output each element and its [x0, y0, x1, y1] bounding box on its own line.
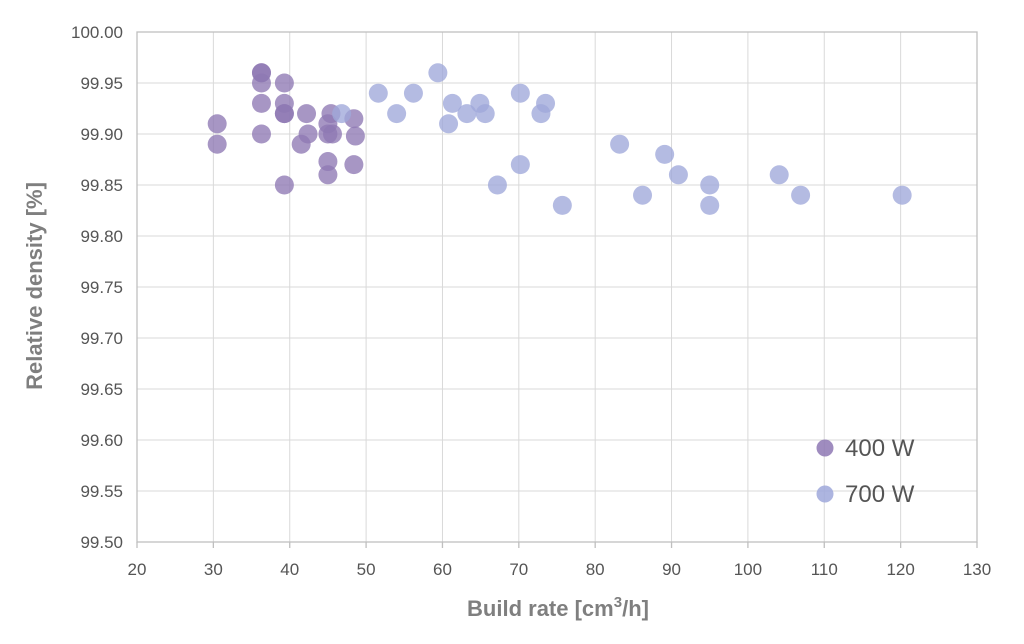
- legend-marker: [816, 485, 834, 503]
- data-point: [428, 63, 448, 83]
- data-point: [403, 83, 423, 103]
- y-tick-label: 99.80: [80, 227, 123, 246]
- x-tick-label: 90: [662, 560, 681, 579]
- data-point: [769, 165, 789, 185]
- x-tick-label: 60: [433, 560, 452, 579]
- y-tick-label: 99.50: [80, 533, 123, 552]
- y-axis-title: Relative density [%]: [22, 182, 47, 390]
- y-tick-label: 100.00: [71, 23, 123, 42]
- data-point: [274, 175, 294, 195]
- data-point: [442, 93, 462, 113]
- plot-area: [136, 31, 978, 543]
- y-tick-label: 99.75: [80, 278, 123, 297]
- data-point: [439, 114, 459, 134]
- y-tick-label: 99.55: [80, 482, 123, 501]
- data-point: [633, 185, 653, 205]
- data-point: [510, 83, 530, 103]
- data-point: [475, 104, 495, 124]
- data-point: [318, 165, 338, 185]
- y-tick-label: 99.95: [80, 74, 123, 93]
- data-point: [368, 83, 388, 103]
- x-axis-ticks: 20 30 40 50 60 70 80 90 100 110 120 130: [128, 542, 991, 579]
- data-point: [791, 185, 811, 205]
- legend-marker: [816, 439, 834, 457]
- data-point: [487, 175, 507, 195]
- y-tick-label: 99.65: [80, 380, 123, 399]
- series-1: [332, 63, 912, 215]
- data-point: [700, 195, 720, 215]
- data-point: [322, 124, 342, 144]
- data-point: [274, 104, 294, 124]
- x-axis-title-main: Build rate [cm: [467, 596, 614, 621]
- data-point: [298, 124, 318, 144]
- data-point: [892, 185, 912, 205]
- data-point: [552, 195, 572, 215]
- data-point: [251, 73, 271, 93]
- x-tick-label: 100: [734, 560, 762, 579]
- x-tick-label: 40: [280, 560, 299, 579]
- data-point: [536, 93, 556, 113]
- x-tick-label: 110: [811, 560, 838, 579]
- x-tick-label: 20: [128, 560, 147, 579]
- legend-label: 700 W: [845, 481, 915, 508]
- data-points: [207, 63, 912, 215]
- data-point: [274, 73, 294, 93]
- data-point: [332, 104, 352, 124]
- data-point: [345, 126, 365, 146]
- data-point: [387, 104, 407, 124]
- y-tick-label: 99.60: [80, 431, 123, 450]
- data-point: [318, 152, 338, 172]
- x-tick-label: 130: [963, 560, 991, 579]
- x-axis-title: Build rate [cm3/h]: [467, 594, 649, 621]
- x-axis-title-suffix: /h]: [622, 596, 649, 621]
- data-point: [510, 155, 530, 175]
- y-tick-label: 99.90: [80, 125, 123, 144]
- y-tick-label: 99.70: [80, 329, 123, 348]
- legend: 400 W 700 W: [816, 435, 915, 508]
- y-axis-ticks: 99.50 99.55 99.60 99.65 99.70 99.75 99.80 99.85…: [71, 23, 123, 552]
- data-point: [344, 155, 364, 175]
- x-tick-label: 70: [509, 560, 528, 579]
- series-0: [207, 63, 365, 195]
- data-point: [700, 175, 720, 195]
- data-point: [251, 124, 271, 144]
- data-point: [297, 104, 317, 124]
- x-tick-label: 30: [204, 560, 223, 579]
- data-point: [668, 165, 688, 185]
- data-point: [251, 93, 271, 113]
- x-axis-title-superscript: 3: [614, 594, 622, 611]
- x-tick-label: 80: [586, 560, 605, 579]
- x-tick-label: 120: [886, 560, 914, 579]
- data-point: [207, 134, 227, 154]
- y-tick-label: 99.85: [80, 176, 123, 195]
- data-point: [457, 104, 477, 124]
- legend-label: 400 W: [845, 435, 915, 462]
- data-point: [655, 144, 675, 164]
- data-point: [207, 114, 227, 134]
- x-tick-label: 50: [357, 560, 376, 579]
- data-point: [610, 134, 630, 154]
